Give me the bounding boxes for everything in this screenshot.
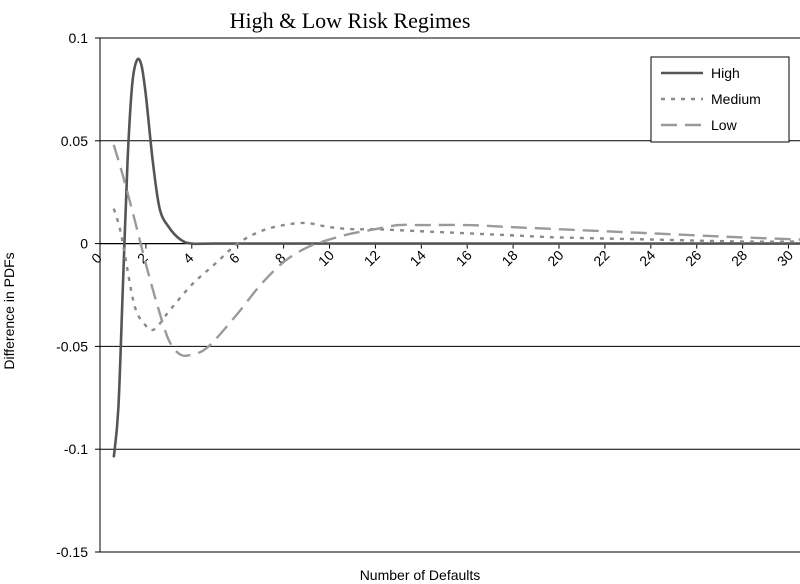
chart-title: High & Low Risk Regimes xyxy=(229,8,471,33)
y-tick-label: 0 xyxy=(80,236,88,252)
x-axis-label: Number of Defaults xyxy=(360,567,481,583)
x-tick-label: 28 xyxy=(728,247,750,269)
x-tick-label: 16 xyxy=(453,247,475,269)
x-tick-label: 26 xyxy=(682,247,704,269)
x-tick-labels: 0 2 4 6 8 10 12 14 16 18 20 22 24 26 28 30 xyxy=(88,247,796,269)
y-tick-label: -0.1 xyxy=(64,441,88,457)
x-tick-label: 30 xyxy=(774,247,796,269)
legend-label-low: Low xyxy=(711,117,738,133)
x-tick-label: 24 xyxy=(636,247,658,269)
gridlines xyxy=(100,37,800,553)
y-tick-label: -0.15 xyxy=(56,544,88,560)
x-tick-label: 20 xyxy=(544,247,566,269)
x-tick-label: 0 xyxy=(88,250,105,267)
y-tick-labels: 0.1 0.05 0 -0.05 -0.1 -0.15 xyxy=(56,30,88,560)
x-tick-label: 10 xyxy=(315,247,337,269)
legend-label-medium: Medium xyxy=(711,91,761,107)
y-tick-label: 0.1 xyxy=(69,30,89,46)
x-tick-label: 4 xyxy=(180,250,197,267)
series-line-low xyxy=(112,144,800,358)
x-tick-label: 22 xyxy=(590,247,612,269)
y-tick-label: -0.05 xyxy=(56,338,88,354)
y-axis-label: Difference in PDFs xyxy=(1,252,17,369)
x-tick-label: 12 xyxy=(361,247,383,269)
legend: High Medium Low xyxy=(650,56,790,143)
x-tick-label: 14 xyxy=(407,247,429,269)
series-line-high xyxy=(112,57,800,458)
series-lines xyxy=(112,57,800,458)
x-tick-label: 18 xyxy=(498,247,520,269)
legend-label-high: High xyxy=(711,65,740,81)
series-line-medium xyxy=(112,208,800,332)
y-tick-label: 0.05 xyxy=(61,133,88,149)
